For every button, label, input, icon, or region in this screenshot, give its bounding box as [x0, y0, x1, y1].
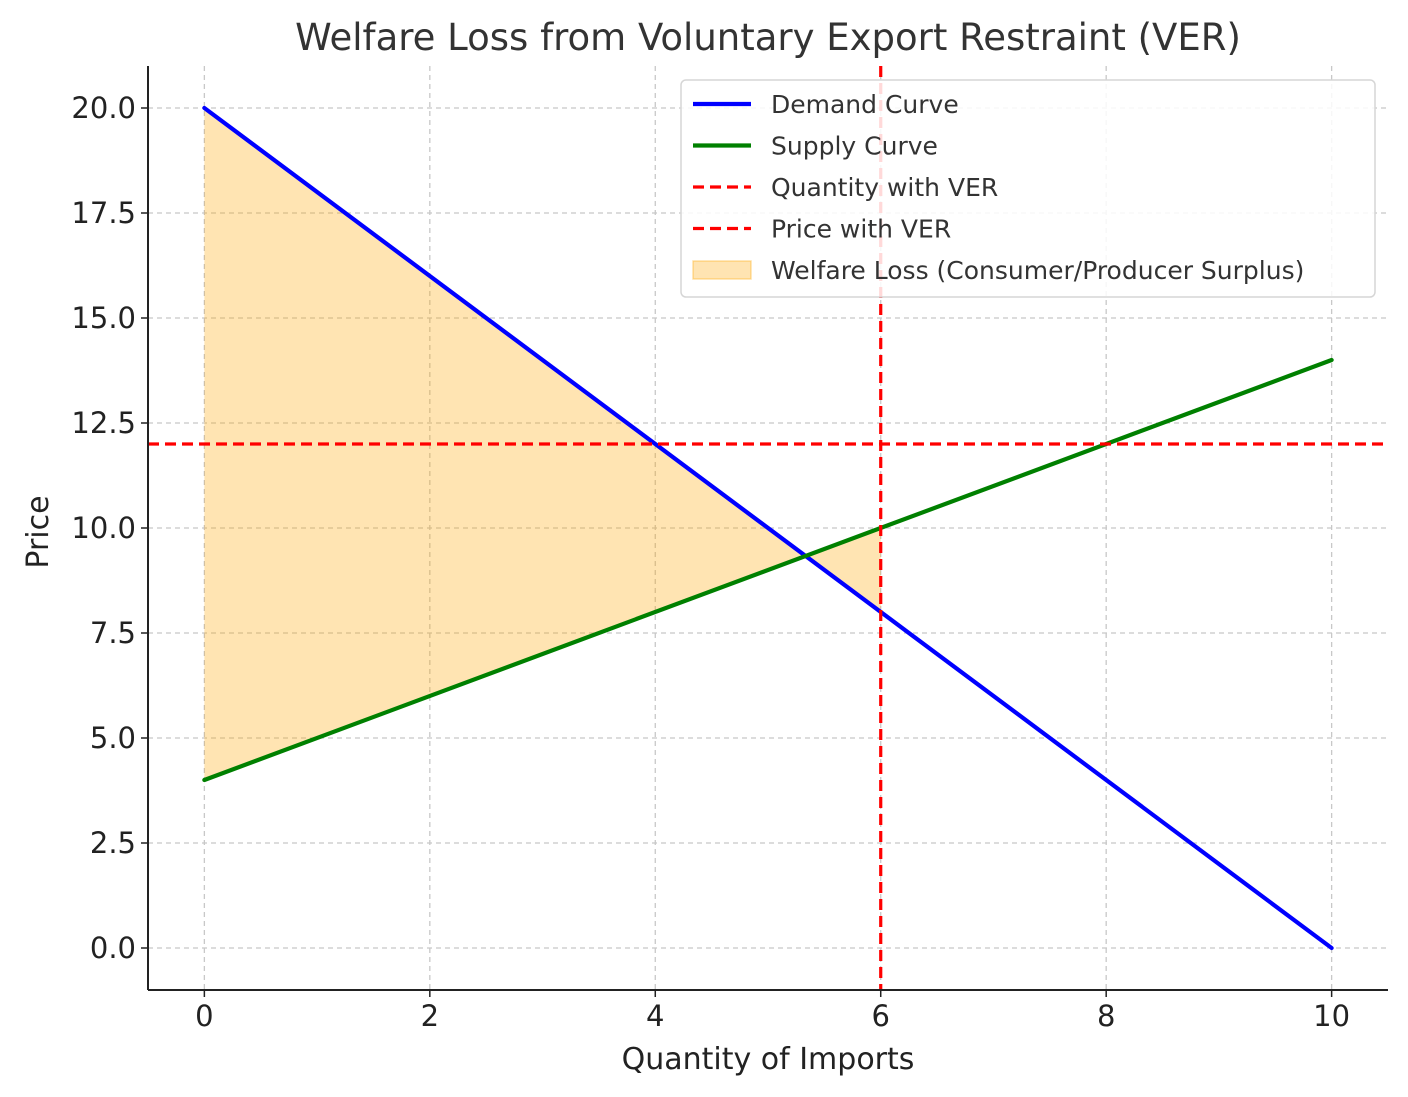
y-tick-label: 0.0: [90, 931, 136, 965]
x-tick-label: 0: [195, 999, 213, 1033]
y-tick-label: 15.0: [71, 301, 136, 335]
y-tick-label: 5.0: [90, 721, 136, 755]
y-tick-label: 7.5: [90, 616, 136, 650]
legend-item: Demand Curve: [693, 90, 959, 119]
legend: Demand Curve Supply Curve Quantity with VE…: [680, 79, 1376, 298]
x-tick-label: 6: [872, 999, 890, 1033]
chart-title: Welfare Loss from Voluntary Export Restr…: [295, 16, 1241, 59]
line-layer: [148, 66, 1388, 990]
legend-label: Welfare Loss (Consumer/Producer Surplus): [771, 256, 1304, 285]
tick-layer: 0 2 4 6 8 10 0.0 2.5 5.0 7.5 10.0 12.5 15.0 17.5 20.0: [71, 91, 1350, 1033]
legend-item: Welfare Loss (Consumer/Producer Surplus): [692, 256, 1304, 285]
x-tick-label: 4: [646, 999, 664, 1033]
y-tick-label: 12.5: [71, 406, 136, 440]
legend-item: Price with VER: [693, 215, 951, 244]
legend-label: Quantity with VER: [771, 173, 998, 202]
y-tick-label: 10.0: [71, 511, 136, 545]
x-axis-label: Quantity of Imports: [622, 1042, 915, 1077]
demand-curve-line: [202, 105, 1334, 951]
y-tick-label: 2.5: [90, 826, 136, 860]
y-tick-label: 20.0: [71, 91, 136, 125]
y-tick-label: 17.5: [71, 196, 136, 230]
supply-curve-line: [202, 357, 1334, 783]
legend-item: Quantity with VER: [693, 173, 998, 202]
legend-item: Supply Curve: [693, 132, 938, 161]
legend-box: [680, 79, 1376, 298]
y-axis-label: Price: [21, 495, 56, 568]
legend-swatch: [692, 260, 752, 280]
legend-label: Supply Curve: [771, 132, 938, 161]
x-tick-label: 8: [1097, 999, 1115, 1033]
legend-label: Demand Curve: [771, 90, 959, 119]
legend-label: Price with VER: [771, 215, 951, 244]
x-tick-label: 2: [421, 999, 439, 1033]
x-tick-label: 10: [1313, 999, 1350, 1033]
